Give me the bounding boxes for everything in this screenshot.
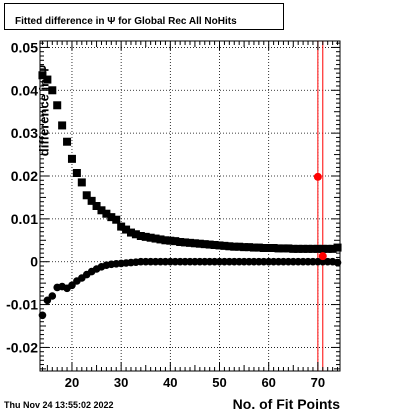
y-tick-label: -0.01: [6, 297, 38, 313]
data-point-square: [77, 178, 86, 187]
y-tick-label: 0.02: [11, 168, 38, 184]
data-point-square: [126, 228, 135, 237]
data-point-square: [205, 240, 214, 249]
data-point-square: [87, 196, 96, 205]
data-point-square: [249, 243, 258, 252]
data-point-square: [294, 244, 303, 253]
data-point-square: [200, 240, 209, 249]
y-tick-label: -0.02: [6, 339, 38, 355]
data-point-square: [299, 244, 308, 253]
data-point-square: [264, 244, 273, 252]
y-axis-label: difference in Ψ: [36, 64, 52, 157]
data-point-square: [318, 244, 327, 253]
y-tick-label: 0.04: [11, 82, 38, 98]
x-tick-label: 30: [114, 375, 128, 390]
plot-frame: [39, 40, 341, 372]
data-point-square: [53, 101, 62, 110]
data-point-square: [176, 238, 185, 246]
data-point-square: [166, 236, 175, 245]
y-tick-label: 0.01: [11, 211, 38, 227]
data-point-square: [284, 244, 293, 253]
x-tick-label: 20: [65, 375, 79, 390]
data-point-square: [131, 230, 140, 239]
data-point-square: [117, 222, 126, 231]
data-point-square: [58, 121, 67, 130]
data-point-square: [235, 242, 244, 251]
data-point-square: [151, 234, 160, 243]
data-point-square: [92, 202, 101, 210]
data-point-square: [171, 237, 180, 246]
data-point-circle: [38, 311, 47, 320]
data-point-square: [97, 206, 106, 215]
y-tick-label: 0: [30, 254, 38, 270]
data-point-square: [313, 244, 322, 253]
data-point-circle: [68, 281, 76, 290]
data-point-square: [181, 238, 190, 247]
x-tick-label: 50: [212, 375, 226, 390]
axis-ticks: 20 30 40 50 60 70 -0.02 -0.01 0 0.01 0.02 0.03 0.04 0…: [6, 39, 340, 390]
data-point-square: [220, 241, 229, 250]
data-point-square: [186, 238, 194, 247]
data-point-square: [328, 244, 337, 253]
data-point-circle: [43, 296, 52, 305]
data-point-square: [67, 154, 76, 163]
data-point-square: [141, 232, 150, 241]
data-point-square: [245, 243, 254, 252]
data-point-square: [274, 244, 283, 253]
data-points: [38, 71, 342, 320]
data-point-square: [112, 215, 121, 224]
data-point-square: [269, 244, 278, 252]
data-point-square: [254, 243, 263, 252]
data-point-square: [72, 169, 81, 177]
x-tick-label: 60: [261, 375, 275, 390]
x-tick-label: 40: [163, 375, 177, 390]
data-point-square: [195, 239, 204, 248]
data-point-square: [190, 239, 199, 248]
chart-title: Fitted difference in Ψ for Global Rec Al…: [15, 16, 237, 27]
highlight-point: [313, 172, 322, 181]
highlight-point: [318, 252, 327, 261]
data-point-square: [122, 225, 131, 234]
data-point-square: [38, 71, 47, 80]
data-point-square: [156, 235, 165, 244]
data-point-square: [230, 242, 239, 251]
data-point-square: [259, 244, 268, 252]
data-point-circle: [48, 292, 57, 300]
data-point-square: [225, 242, 234, 251]
data-point-square: [333, 243, 342, 252]
data-point-square: [304, 244, 313, 253]
data-point-square: [146, 233, 155, 242]
x-axis-label: No. of Fit Points: [232, 396, 340, 412]
data-point-square: [63, 137, 72, 146]
y-tick-label: 0.03: [11, 125, 38, 141]
title-box: Fitted difference in Ψ for Global Rec Al…: [4, 3, 284, 30]
data-point-square: [161, 236, 170, 245]
data-point-square: [43, 75, 52, 84]
data-point-square: [82, 191, 91, 200]
data-point-square: [215, 241, 224, 250]
data-point-circle: [333, 258, 342, 267]
data-point-square: [323, 244, 332, 253]
data-point-square: [210, 241, 219, 249]
timestamp-footer: Thu Nov 24 13:55:02 2022: [4, 400, 114, 410]
data-point-square: [102, 209, 111, 218]
data-point-square: [48, 86, 57, 95]
data-point-square: [289, 244, 298, 253]
x-tick-label: 70: [311, 375, 325, 390]
data-point-square: [308, 244, 317, 253]
data-point-square: [240, 243, 249, 252]
data-point-square: [279, 244, 288, 253]
data-point-square: [107, 213, 116, 222]
y-tick-label: 0.05: [11, 39, 38, 55]
vertical-red-lines: [317, 41, 324, 371]
data-point-square: [136, 232, 145, 240]
